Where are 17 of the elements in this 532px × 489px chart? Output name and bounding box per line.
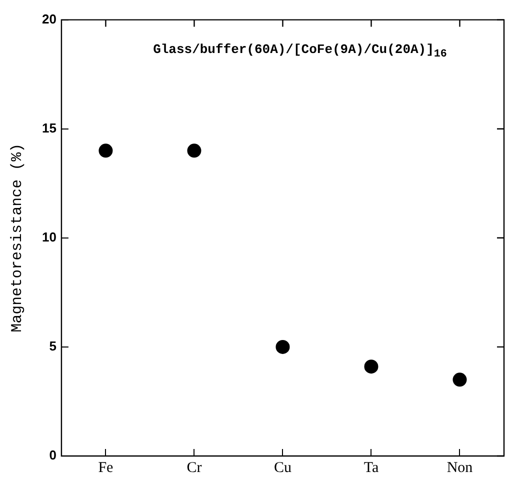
- x-tick-label: Ta: [364, 460, 379, 476]
- point: [364, 360, 378, 374]
- x-tick-label: Cu: [274, 460, 292, 476]
- point: [187, 144, 202, 158]
- y-tick-label: 15: [42, 120, 56, 136]
- point: [276, 340, 290, 354]
- point: [452, 372, 467, 387]
- y-tick-label: 0: [49, 448, 56, 463]
- point: [98, 144, 113, 158]
- y-tick-label: 5: [49, 338, 56, 354]
- y-tick-label: 10: [42, 229, 56, 244]
- x-tick-label: Cr: [186, 460, 202, 476]
- text: Glass/buffer(60A)/[CoFe(9A)/Cu(20A)]$_{16}$: [152, 42, 448, 61]
- x-tick-label: Fe: [98, 460, 114, 476]
- y-axis-title: Magnetoresistance (%): [8, 143, 26, 332]
- y-tick-label: 20: [42, 11, 56, 26]
- x-tick-label: Non: [446, 460, 474, 476]
